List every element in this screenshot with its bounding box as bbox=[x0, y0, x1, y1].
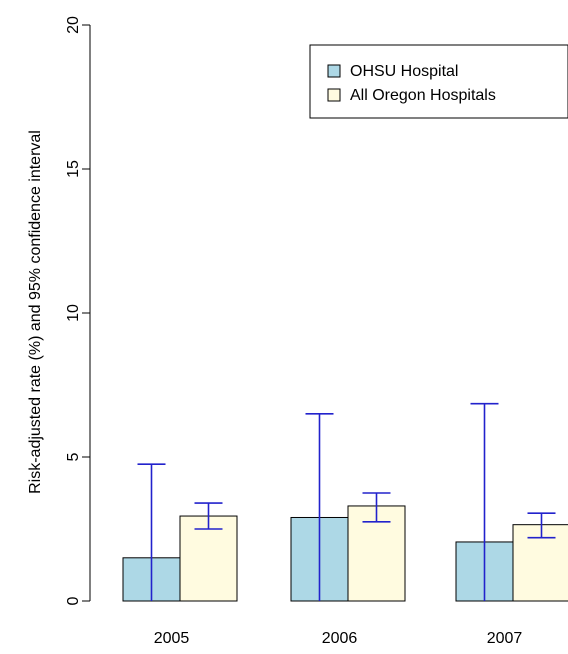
legend-label-ohsu: OHSU Hospital bbox=[350, 63, 458, 80]
x-category-label: 2005 bbox=[154, 630, 190, 647]
y-axis-label: Risk-adjusted rate (%) and 95% confidenc… bbox=[27, 130, 44, 494]
bars bbox=[122, 505, 568, 602]
legend-swatch-all-oregon bbox=[327, 88, 341, 102]
y-tick-label: 5 bbox=[65, 452, 82, 461]
x-category-label: 2007 bbox=[487, 630, 523, 647]
y-axis: 0 5 10 15 20 bbox=[65, 16, 91, 605]
legend-box bbox=[309, 44, 568, 119]
bar-all-oregon-2007 bbox=[512, 524, 568, 602]
x-category-label: 2006 bbox=[322, 630, 358, 647]
x-category-labels: 2005 2006 2007 bbox=[154, 630, 523, 647]
y-tick-label: 15 bbox=[65, 160, 82, 178]
legend: OHSU Hospital All Oregon Hospitals bbox=[309, 44, 568, 119]
y-tick-label: 10 bbox=[65, 304, 82, 322]
legend-label-all-oregon: All Oregon Hospitals bbox=[350, 87, 496, 104]
error-bars bbox=[137, 402, 556, 601]
legend-swatch-ohsu bbox=[327, 64, 341, 78]
y-tick-label: 20 bbox=[65, 16, 82, 34]
y-tick-label: 0 bbox=[65, 596, 82, 605]
